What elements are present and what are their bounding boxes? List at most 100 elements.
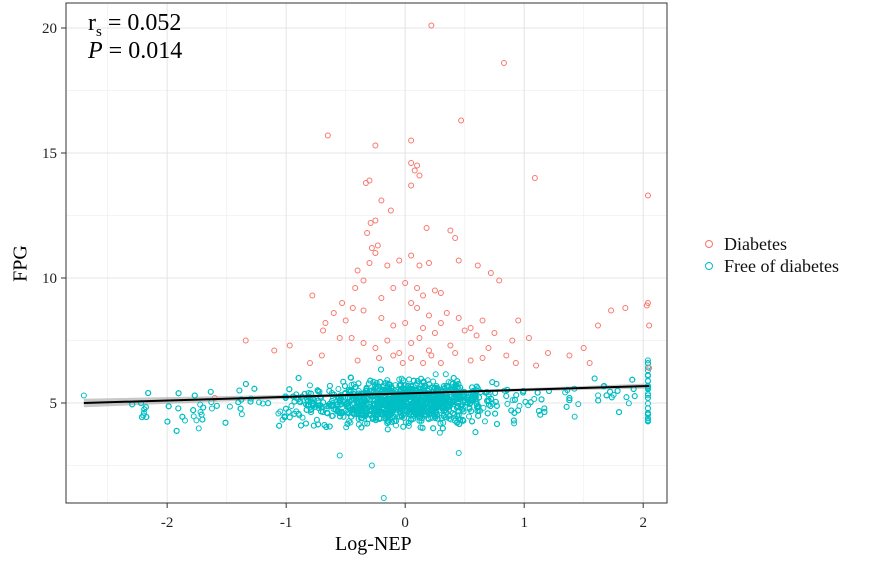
data-point-free-of-diabetes bbox=[213, 402, 220, 409]
p-annotation: P = 0.014 bbox=[88, 38, 182, 65]
data-point-free-of-diabetes bbox=[431, 413, 438, 420]
data-point-free-of-diabetes bbox=[566, 397, 573, 404]
data-point-free-of-diabetes bbox=[460, 417, 467, 424]
legend-marker-diabetes bbox=[700, 235, 718, 253]
data-point-free-of-diabetes bbox=[437, 420, 444, 427]
data-point-diabetes bbox=[362, 180, 369, 186]
data-point-free-of-diabetes bbox=[631, 393, 638, 400]
data-point-free-of-diabetes bbox=[328, 413, 335, 420]
data-point-free-of-diabetes bbox=[454, 392, 461, 399]
data-point-diabetes bbox=[416, 262, 423, 269]
data-point-free-of-diabetes bbox=[306, 382, 313, 389]
data-point-free-of-diabetes bbox=[354, 406, 361, 413]
x-tick-label: 1 bbox=[520, 515, 528, 531]
data-point-free-of-diabetes bbox=[334, 402, 341, 409]
data-point-free-of-diabetes bbox=[454, 412, 461, 419]
data-point-diabetes bbox=[286, 342, 293, 349]
data-point-diabetes bbox=[372, 217, 379, 224]
data-point-free-of-diabetes bbox=[416, 417, 423, 424]
data-point-diabetes bbox=[416, 172, 423, 179]
data-point-free-of-diabetes bbox=[141, 406, 148, 413]
data-point-diabetes bbox=[580, 345, 587, 351]
data-point-free-of-diabetes bbox=[445, 399, 452, 406]
data-point-free-of-diabetes bbox=[410, 415, 417, 422]
data-point-free-of-diabetes bbox=[358, 424, 365, 431]
data-point-free-of-diabetes bbox=[644, 418, 651, 425]
data-point-free-of-diabetes bbox=[509, 397, 516, 404]
data-point-free-of-diabetes bbox=[345, 403, 352, 410]
data-point-free-of-diabetes bbox=[385, 413, 392, 420]
data-point-free-of-diabetes bbox=[384, 426, 391, 433]
data-point-free-of-diabetes bbox=[472, 429, 479, 436]
data-point-diabetes bbox=[339, 300, 346, 306]
data-point-free-of-diabetes bbox=[377, 366, 384, 373]
data-point-free-of-diabetes bbox=[326, 423, 333, 430]
data-point-free-of-diabetes bbox=[328, 402, 335, 409]
data-point-diabetes bbox=[352, 285, 359, 291]
data-point-diabetes bbox=[443, 310, 450, 316]
x-tick-label: 2 bbox=[639, 515, 647, 531]
rs-subscript: s bbox=[96, 23, 102, 40]
data-point-free-of-diabetes bbox=[508, 407, 515, 414]
data-point-free-of-diabetes bbox=[456, 421, 463, 428]
data-point-free-of-diabetes bbox=[430, 378, 437, 385]
data-point-free-of-diabetes bbox=[361, 420, 368, 427]
data-point-free-of-diabetes bbox=[349, 410, 356, 417]
data-point-free-of-diabetes bbox=[379, 384, 386, 391]
data-point-free-of-diabetes bbox=[419, 424, 426, 431]
legend-marker-free-of-diabetes bbox=[700, 257, 718, 275]
data-point-diabetes bbox=[622, 305, 629, 311]
data-point-free-of-diabetes bbox=[286, 386, 293, 393]
data-point-diabetes bbox=[533, 362, 540, 369]
data-point-free-of-diabetes bbox=[288, 402, 295, 409]
data-point-free-of-diabetes bbox=[623, 394, 630, 401]
data-point-diabetes bbox=[360, 307, 367, 314]
data-point-free-of-diabetes bbox=[387, 401, 394, 408]
data-point-free-of-diabetes bbox=[265, 400, 272, 407]
data-point-free-of-diabetes bbox=[357, 405, 364, 412]
data-point-free-of-diabetes bbox=[315, 421, 322, 428]
p-label: P bbox=[88, 38, 103, 64]
data-point-free-of-diabetes bbox=[644, 384, 651, 391]
data-point-free-of-diabetes bbox=[191, 392, 198, 399]
data-point-diabetes bbox=[378, 315, 385, 321]
data-point-free-of-diabetes bbox=[207, 388, 214, 395]
data-point-diabetes bbox=[437, 290, 444, 296]
data-point-free-of-diabetes bbox=[440, 397, 447, 404]
data-point-free-of-diabetes bbox=[297, 399, 304, 406]
data-point-diabetes bbox=[487, 270, 494, 276]
data-point-free-of-diabetes bbox=[385, 402, 392, 409]
data-point-diabetes bbox=[512, 360, 519, 366]
data-point-free-of-diabetes bbox=[484, 397, 491, 404]
data-point-free-of-diabetes bbox=[431, 385, 438, 392]
data-point-diabetes bbox=[416, 335, 423, 341]
data-point-free-of-diabetes bbox=[295, 374, 302, 381]
data-point-diabetes bbox=[455, 257, 462, 264]
data-point-free-of-diabetes bbox=[417, 385, 424, 392]
data-point-free-of-diabetes bbox=[382, 396, 389, 403]
data-point-free-of-diabetes bbox=[425, 409, 432, 416]
data-point-diabetes bbox=[364, 230, 371, 236]
data-point-free-of-diabetes bbox=[522, 398, 529, 405]
data-point-free-of-diabetes bbox=[397, 409, 404, 416]
data-point-diabetes bbox=[372, 345, 379, 351]
y-tick-label: 10 bbox=[42, 271, 57, 287]
data-point-diabetes bbox=[566, 352, 573, 359]
data-point-diabetes bbox=[322, 320, 329, 326]
data-point-diabetes bbox=[378, 295, 385, 301]
data-point-free-of-diabetes bbox=[318, 404, 325, 411]
data-point-free-of-diabetes bbox=[473, 383, 480, 390]
rs-value: = 0.052 bbox=[107, 10, 182, 36]
data-point-free-of-diabetes bbox=[371, 382, 378, 389]
data-point-free-of-diabetes bbox=[392, 395, 399, 402]
data-point-diabetes bbox=[384, 262, 391, 269]
data-point-free-of-diabetes bbox=[247, 398, 254, 405]
data-point-diabetes bbox=[491, 330, 498, 336]
p-value: = 0.014 bbox=[108, 38, 183, 64]
data-point-diabetes bbox=[586, 360, 593, 366]
data-point-free-of-diabetes bbox=[459, 406, 466, 413]
data-point-free-of-diabetes bbox=[377, 378, 384, 385]
data-point-free-of-diabetes bbox=[400, 423, 407, 430]
data-point-free-of-diabetes bbox=[465, 392, 472, 399]
data-point-free-of-diabetes bbox=[408, 394, 415, 401]
